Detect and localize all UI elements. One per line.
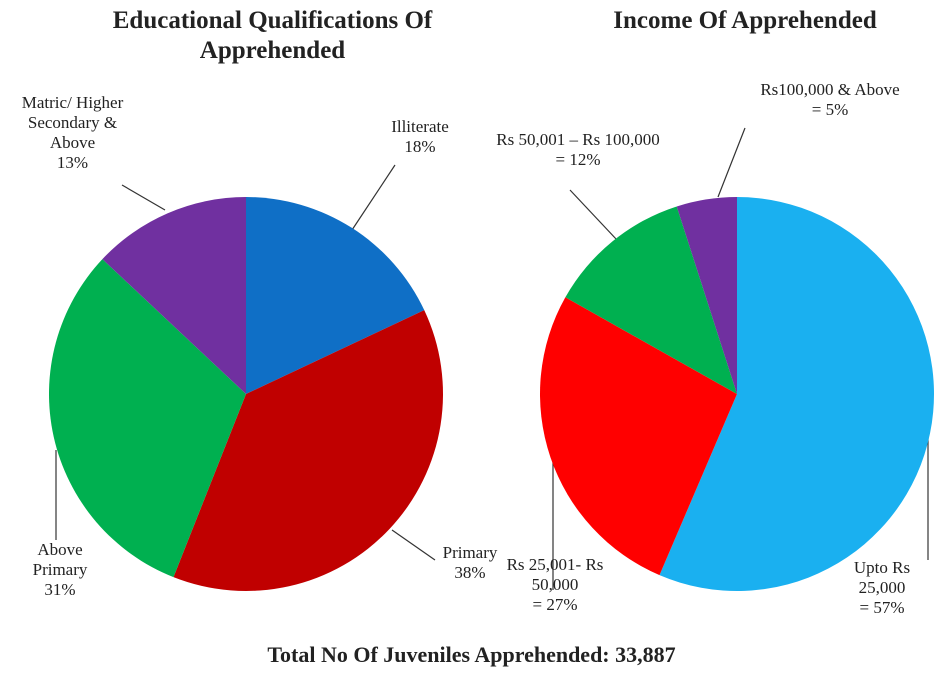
category-label: Illiterate: [391, 117, 449, 136]
category-label: Rs 50,001 – Rs 100,000: [496, 130, 660, 149]
pie-slice: [676, 197, 737, 394]
slice-label: Primary 38%: [425, 543, 515, 583]
pie-slice: [246, 197, 425, 394]
value-label: = 27%: [532, 595, 578, 614]
category-label: Rs100,000 & Above: [760, 80, 900, 99]
chart-title: Educational Qualifications Of Apprehende…: [112, 7, 433, 64]
category-label: Rs 25,001- Rs 50,000: [506, 555, 604, 594]
pie-slice: [565, 206, 737, 394]
leader-line: [351, 164, 396, 231]
value-label: = 5%: [811, 100, 849, 119]
pie-slice: [49, 259, 246, 578]
category-label: Upto Rs 25,000: [853, 558, 911, 597]
leader-line: [121, 184, 166, 211]
footer: Total No Of Juveniles Apprehended: 33,88…: [267, 642, 676, 667]
slice-label: Matric/ Higher Secondary & Above 13%: [10, 93, 135, 173]
value-label: 31%: [44, 580, 76, 599]
leader-line: [717, 127, 746, 198]
value-label: 13%: [56, 153, 89, 172]
value-label: = 57%: [859, 598, 905, 617]
category-label: Above Primary: [32, 540, 88, 579]
slice-label: Upto Rs 25,000 = 57%: [832, 558, 932, 618]
pie-slice: [102, 197, 246, 394]
chart-title: Income Of Apprehended: [613, 7, 877, 34]
slice-label: Above Primary 31%: [10, 540, 110, 600]
leader-line: [569, 189, 618, 241]
value-label: 38%: [454, 563, 486, 582]
pie-slice: [539, 297, 737, 576]
leader-line: [391, 529, 436, 561]
slice-label: Rs 25,001- Rs 50,000 = 27%: [505, 555, 605, 615]
slice-label: Illiterate 18%: [360, 117, 480, 157]
value-label: = 12%: [555, 150, 601, 169]
category-label: Primary: [442, 543, 498, 562]
slice-label: Rs100,000 & Above = 5%: [760, 80, 900, 120]
pie-slice: [173, 310, 443, 591]
pie-slice: [659, 197, 934, 591]
category-label: Matric/ Higher Secondary & Above: [21, 93, 124, 152]
value-label: 18%: [404, 137, 436, 156]
slice-label: Rs 50,001 – Rs 100,000 = 12%: [488, 130, 668, 170]
